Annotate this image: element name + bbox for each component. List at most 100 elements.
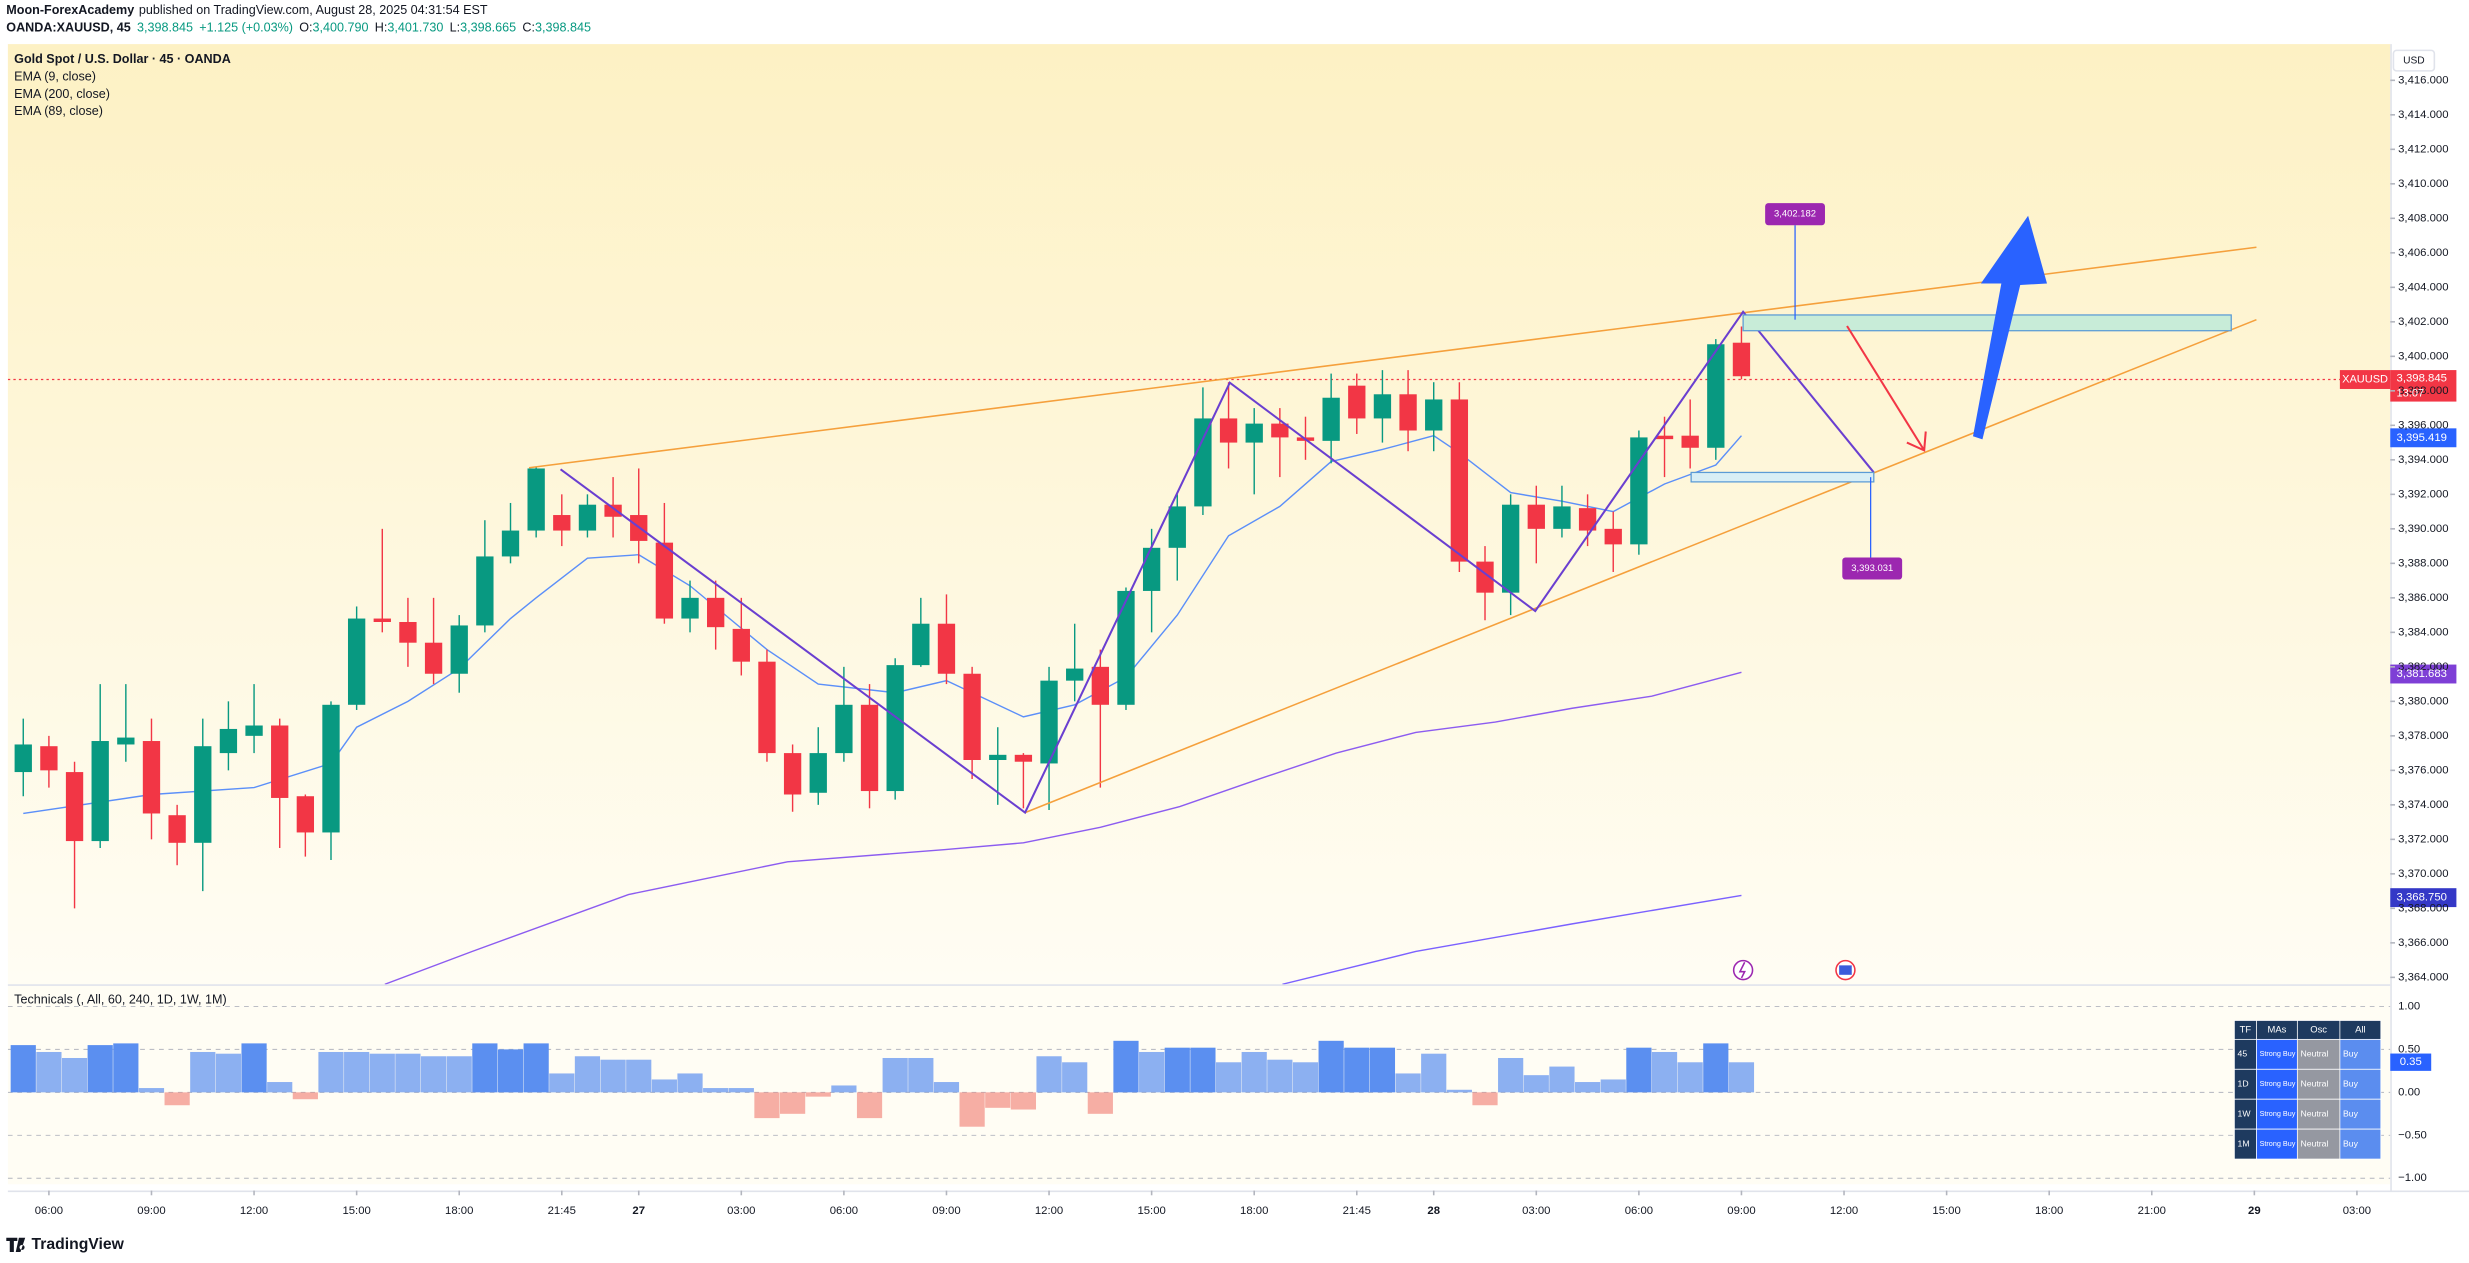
candle-body	[681, 597, 699, 619]
tech-bar	[420, 1056, 447, 1093]
candle-body	[989, 754, 1007, 760]
last: 3,398.845	[137, 21, 193, 35]
candle-body	[373, 618, 391, 622]
ui-layer: TF MAs Osc All 45 Strong Buy Neutral Buy 1D Stron…	[6, 49, 2457, 1252]
candle-body	[604, 504, 622, 517]
table-header: TF	[2240, 1024, 2252, 1035]
callout-box	[1765, 203, 1825, 226]
candle-body	[1707, 344, 1725, 448]
y-tick-label: 0.50	[2398, 1043, 2420, 1055]
table-cell	[2296, 1068, 2341, 1100]
tech-value-tag	[2390, 1053, 2432, 1071]
tech-bar	[138, 1088, 165, 1093]
tech-bar	[754, 1092, 780, 1119]
candle-body	[860, 704, 879, 792]
ohlc-value: 3,398.845	[535, 21, 591, 35]
tech-bar	[523, 1043, 549, 1093]
last-price: 3,398.845	[2397, 373, 2447, 385]
table-text: Buy	[2343, 1108, 2359, 1118]
table-cell	[2339, 1128, 2382, 1160]
symbol-tag-text: XAUUSD	[2342, 373, 2388, 385]
table-text: 45	[2238, 1049, 2248, 1059]
ohlc-value: 3,401.730	[387, 21, 443, 35]
callout-box	[1842, 557, 1903, 580]
candle-body	[14, 744, 32, 773]
candle-body	[1014, 754, 1033, 762]
y-tick-label: 3,372.000	[2398, 833, 2448, 845]
tech-bar	[882, 1057, 908, 1093]
tv-logo	[6, 1237, 26, 1252]
tech-bar	[805, 1092, 831, 1097]
tech-bar	[1677, 1062, 1703, 1093]
table-text: Strong Buy	[2260, 1049, 2296, 1058]
tech-bar	[1190, 1047, 1216, 1093]
tech-bar	[267, 1082, 293, 1093]
tech-bar	[1010, 1092, 1037, 1110]
tech-bar	[1472, 1092, 1498, 1106]
y-tick-label: 1.00	[2398, 1000, 2420, 1012]
candle-body	[732, 628, 750, 662]
currency-button[interactable]	[2392, 49, 2436, 72]
tech-bar	[87, 1045, 113, 1093]
tech-bar	[1344, 1047, 1370, 1093]
news-flag	[1839, 965, 1852, 975]
candle-body	[1322, 397, 1340, 441]
x-tick-label: 15:00	[1932, 1205, 1960, 1217]
candle-body	[347, 618, 366, 705]
candle-body	[912, 623, 930, 666]
tech-bar	[856, 1092, 883, 1119]
legend-entry: EMA (200, close)	[14, 87, 110, 101]
ohlc-key: O:	[299, 21, 312, 35]
candle-body	[1604, 528, 1622, 545]
y-tick-label: 3,396.000	[2398, 419, 2448, 431]
candle-body	[194, 746, 212, 843]
candle-body	[1578, 508, 1597, 531]
candle-body	[142, 741, 161, 814]
event-icon[interactable]	[1732, 959, 1754, 981]
tech-bar	[1087, 1092, 1113, 1114]
tech-bar	[651, 1079, 677, 1093]
candle-body	[1553, 506, 1571, 529]
footer-brand: TradingView	[31, 1236, 124, 1253]
tech-bar	[1215, 1062, 1242, 1093]
table-text: Neutral	[2301, 1138, 2329, 1148]
tech-bar	[1549, 1066, 1575, 1093]
tech-bar	[1523, 1075, 1549, 1093]
x-tick-label: 18:00	[445, 1205, 473, 1217]
tech-bar	[1241, 1051, 1267, 1093]
tech-bar	[1574, 1082, 1601, 1093]
y-tick-label: 3,410.000	[2398, 178, 2448, 190]
x-tick-label: 03:00	[2343, 1205, 2371, 1217]
table-cell	[2256, 1128, 2298, 1160]
y-tick-label: 3,412.000	[2398, 143, 2448, 155]
ohlc-value: 3,400.790	[313, 21, 369, 35]
table-cell	[2339, 1098, 2382, 1130]
drawings: 3,402.182 3,393.031	[528, 203, 2257, 981]
chart-title: Gold Spot / U.S. Dollar · 45 · OANDA	[14, 52, 231, 66]
ema-value: 3,395.419	[2397, 432, 2447, 444]
tech-bar	[1728, 1062, 1755, 1093]
x-tick-label: 06:00	[830, 1205, 858, 1217]
y-tick-label: 3,406.000	[2398, 247, 2448, 259]
table-text: 1D	[2238, 1079, 2249, 1089]
tech-bar	[1446, 1089, 1472, 1093]
tech-bar	[1600, 1079, 1626, 1093]
tech-bar	[574, 1056, 601, 1093]
y-tick-label: 3,366.000	[2398, 937, 2448, 949]
candle-body	[399, 621, 417, 643]
candle-body	[1399, 394, 1417, 431]
tech-bar	[780, 1092, 806, 1114]
ema-tag	[2390, 428, 2457, 448]
support-zone	[1690, 471, 1875, 483]
y-tick-label: 3,416.000	[2398, 74, 2448, 86]
change: +1.125 (+0.03%)	[199, 21, 293, 35]
candle-body	[1168, 506, 1186, 548]
candle-body	[1040, 680, 1058, 764]
y-tick-label: 3,374.000	[2398, 799, 2448, 811]
symbol-line: OANDA:XAUUSD, 45 3,398.845 +1.125 (+0.03%)…	[6, 21, 591, 35]
x-tick-label: 09:00	[137, 1205, 165, 1217]
tech-bar	[164, 1092, 190, 1106]
symbol: OANDA:XAUUSD, 45	[6, 21, 130, 35]
candle-body	[1681, 435, 1699, 448]
tech-bar	[395, 1053, 421, 1093]
